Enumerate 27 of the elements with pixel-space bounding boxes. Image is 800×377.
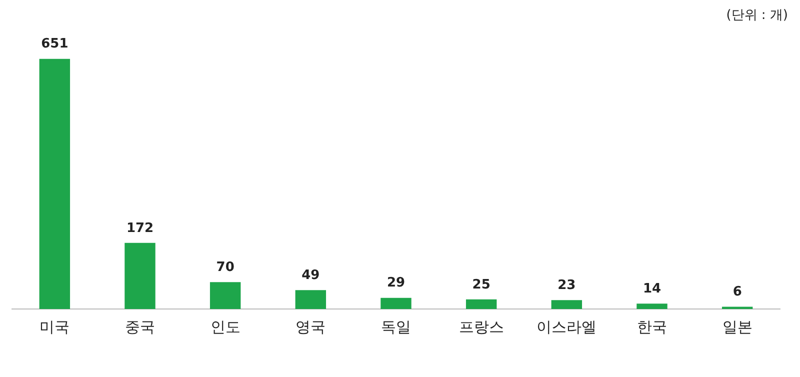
x-tick-label: 한국 <box>637 318 667 336</box>
data-label: 25 <box>472 277 490 292</box>
x-tick-label: 영국 <box>296 318 326 336</box>
bar <box>124 242 156 309</box>
x-tick-label: 인도 <box>210 318 240 336</box>
x-tick-label: 일본 <box>722 318 752 336</box>
bar <box>636 304 668 309</box>
data-label: 14 <box>642 281 662 296</box>
x-tick-label: 독일 <box>381 318 411 336</box>
bar <box>39 58 70 309</box>
bar <box>466 299 497 309</box>
data-label: 6 <box>732 284 742 300</box>
x-tick-label: 미국 <box>40 318 70 336</box>
data-label: 29 <box>386 276 406 291</box>
bar <box>210 282 241 309</box>
x-tick-label: 중국 <box>125 318 155 336</box>
text: (단위 : 개) <box>726 7 788 24</box>
bar <box>551 300 582 309</box>
data-label: 70 <box>216 260 234 275</box>
bar <box>380 298 412 309</box>
data-label: 172 <box>126 220 154 236</box>
data-label: 23 <box>558 278 576 294</box>
bar <box>295 290 326 309</box>
x-tick-label: 프랑스 <box>458 318 504 336</box>
x-tick-label: 이스라엘 <box>536 318 597 336</box>
data-label: 49 <box>302 268 320 284</box>
data-label: 651 <box>41 36 68 52</box>
